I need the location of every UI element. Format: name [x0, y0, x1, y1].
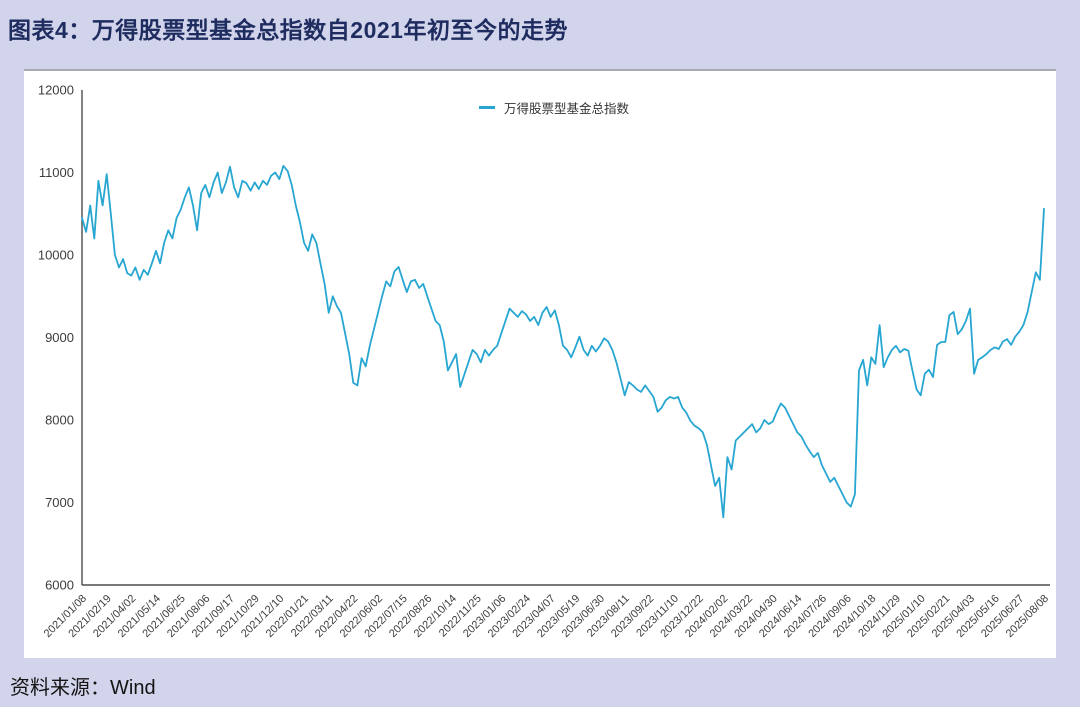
chart-panel: 万得股票型基金总指数 6000 7000 8000 9000 10000 11000 120… — [24, 69, 1056, 658]
legend: 万得股票型基金总指数 — [479, 98, 629, 117]
legend-label: 万得股票型基金总指数 — [504, 102, 630, 116]
chart-title: 图表4：万得股票型基金总指数自2021年初至今的走势 — [8, 17, 568, 43]
y-axis-label: 8000 — [45, 413, 74, 428]
source-note: 资料来源：Wind — [10, 677, 156, 699]
y-axis-label: 6000 — [45, 578, 74, 593]
y-axis-label: 7000 — [45, 495, 74, 510]
y-axis-label: 12000 — [38, 83, 74, 98]
legend-line-swatch — [479, 106, 495, 109]
y-axis-label: 10000 — [38, 248, 74, 263]
line-chart: 60007000800090001000011000120002021/01/0… — [38, 83, 1051, 641]
y-axis-label: 9000 — [45, 330, 74, 345]
series-line — [81, 165, 1045, 519]
y-axis-label: 11000 — [39, 165, 74, 180]
